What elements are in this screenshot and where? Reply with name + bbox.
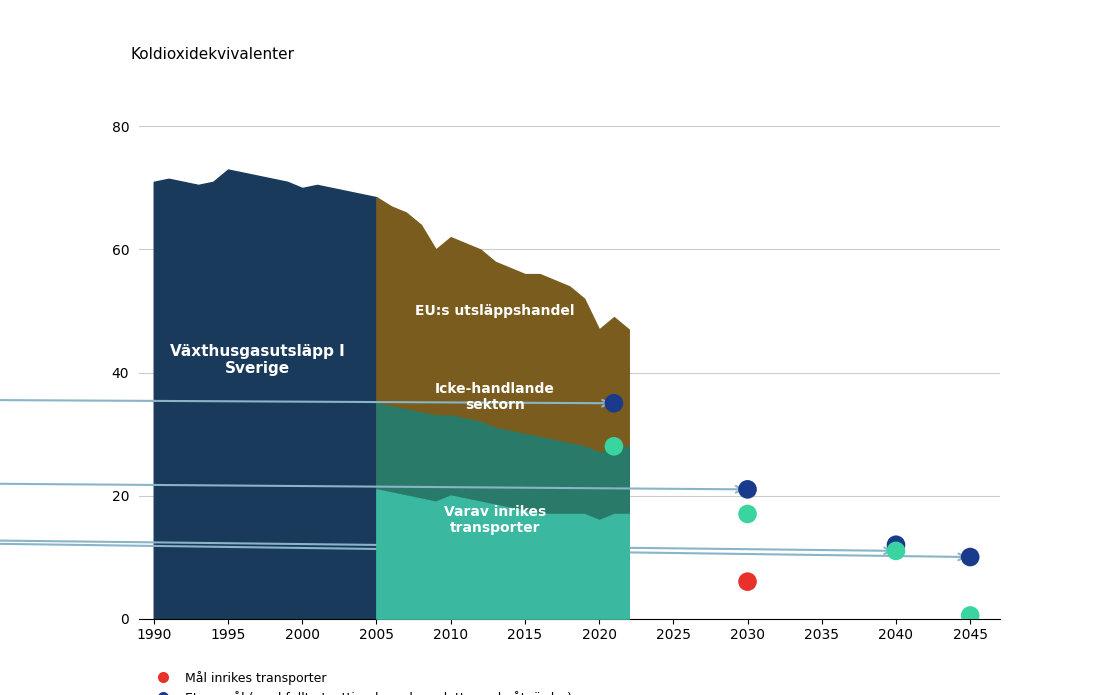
Point xyxy=(961,610,979,621)
Point xyxy=(605,398,623,409)
Point xyxy=(887,546,904,557)
Point xyxy=(605,441,623,452)
Text: Varav inrikes
transporter: Varav inrikes transporter xyxy=(444,505,547,535)
Text: Icke-handlande
sektorn: Icke-handlande sektorn xyxy=(436,382,556,412)
Text: Koldioxidekvivalenter: Koldioxidekvivalenter xyxy=(130,47,294,62)
Text: Växthusgasutsläpp I
Sverige: Växthusgasutsläpp I Sverige xyxy=(170,344,346,377)
Point xyxy=(739,509,757,520)
Legend: Mål inrikes transporter, Etappmål (med fullt utnyttjande av kompletterande åtgär: Mål inrikes transporter, Etappmål (med f… xyxy=(146,666,577,695)
Point xyxy=(961,551,979,562)
Point xyxy=(739,484,757,495)
Text: EU:s utsläppshandel: EU:s utsläppshandel xyxy=(416,304,574,318)
Point xyxy=(887,539,904,550)
Point xyxy=(739,576,757,587)
